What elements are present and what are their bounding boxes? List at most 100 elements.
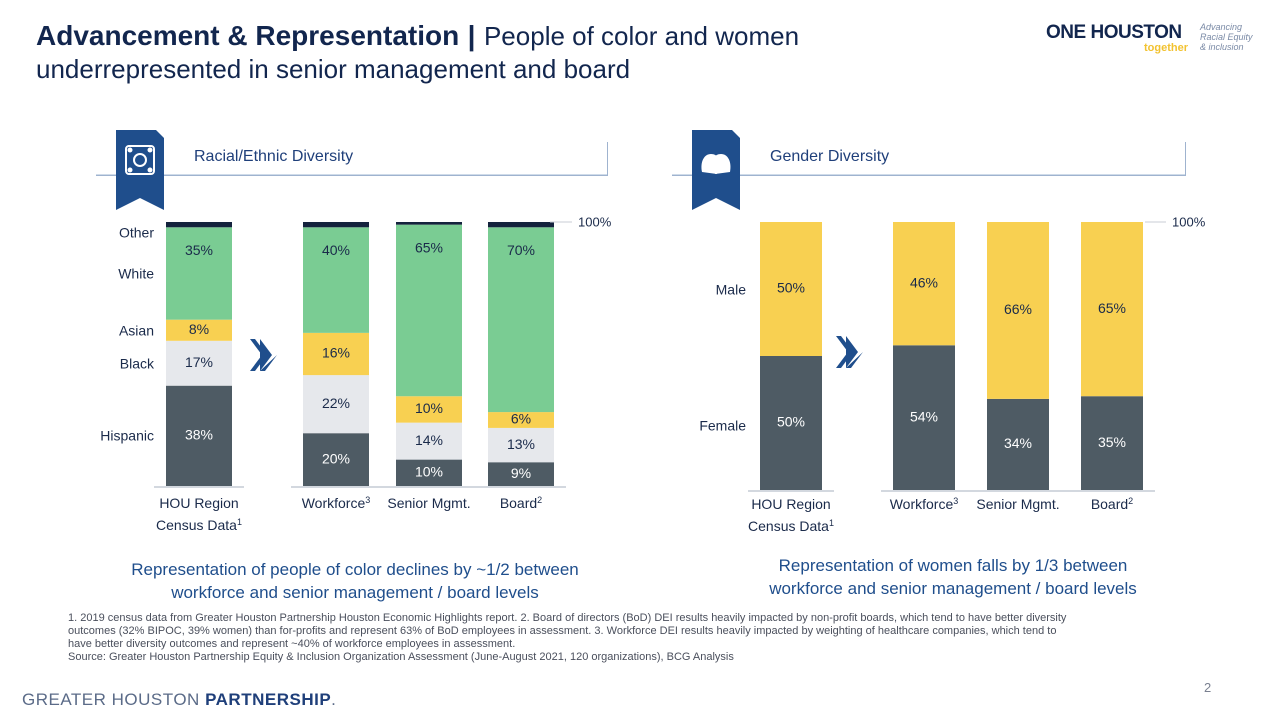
racial-legend-asian: Asian: [119, 323, 154, 339]
gender-bar-male-2: [987, 222, 1049, 399]
logo-tag-line1: Advancing: [1200, 22, 1243, 32]
logo-tag-line3: & inclusion: [1200, 42, 1244, 52]
racial-label-hispanic-0: 38%: [185, 427, 213, 443]
logo-one-text: ONE: [1046, 22, 1086, 43]
title-subtitle-line2: underrepresented in senior management an…: [36, 54, 631, 84]
gender-label-male-1: 46%: [910, 274, 938, 290]
gender-label-male-0: 50%: [777, 280, 805, 296]
gender-caption-line2: workforce and senior management / board …: [769, 579, 1137, 598]
footnote-line1: 1. 2019 census data from Greater Houston…: [68, 612, 1067, 624]
gender-chevron-arrow-icon-inner: [846, 336, 863, 368]
gender-label-male-2: 66%: [1004, 301, 1032, 317]
gender-caption: Representation of women falls by 1/3 bet…: [718, 554, 1188, 600]
racial-bar-hispanic-1: [303, 433, 369, 486]
racial-caption-line2: workforce and senior management / board …: [171, 583, 539, 602]
racial-panel-label: Racial/Ethnic Diversity: [194, 148, 354, 165]
racial-bar-asian-0: [166, 319, 232, 341]
racial-chevron-arrow-icon-inner: [260, 339, 277, 371]
brand-partnership: PARTNERSHIP: [205, 690, 332, 709]
title-subtitle-line1: People of color and women: [483, 21, 800, 51]
gender-panel-header-line: [672, 142, 1186, 176]
racial-bar-black-3: [488, 427, 554, 463]
racial-label-black-3: 13%: [507, 436, 535, 452]
racial-bar-white-1: [303, 227, 369, 333]
gender-panel-label: Gender Diversity: [770, 148, 890, 165]
racial-bar-other-0: [166, 222, 232, 228]
logo-together-text: together: [1144, 42, 1188, 54]
racial-bar-black-1: [303, 375, 369, 434]
gender-bar-male-3: [1081, 222, 1143, 397]
racial-legend-hispanic: Hispanic: [100, 428, 154, 444]
racial-bar-hispanic-3: [488, 462, 554, 486]
racial-label-asian-1: 16%: [322, 345, 350, 361]
racial-bar-asian-2: [396, 396, 462, 423]
diversity-people-icon: [116, 130, 164, 210]
brand-greater-houston: GREATER HOUSTON: [22, 690, 200, 709]
gender-bar-male-0: [760, 222, 822, 356]
racial-caption-line1: Representation of people of color declin…: [131, 560, 579, 579]
racial-bar-black-0: [166, 340, 232, 386]
racial-legend-black: Black: [120, 356, 155, 372]
racial-100-label: 100%: [578, 214, 612, 229]
racial-legend-white: White: [118, 266, 154, 282]
gender-label-female-2: 34%: [1004, 435, 1032, 451]
racial-label-asian-0: 8%: [189, 321, 209, 337]
racial-category-label-3: Board2: [500, 495, 542, 511]
gender-category-label-2: Senior Mgmt.: [976, 496, 1059, 512]
one-houston-logo: ONE HOUSTON together Advancing Racial Eq…: [1046, 22, 1256, 62]
title-separator: |: [467, 20, 476, 51]
racial-bar-black-2: [396, 422, 462, 460]
gender-category-label-3: Board2: [1091, 496, 1133, 512]
racial-category-label-2: Senior Mgmt.: [387, 495, 470, 511]
racial-category-label-0: HOU Region: [159, 495, 238, 511]
racial-panel-header: Racial/Ethnic Diversity: [96, 142, 608, 176]
racial-bar-asian-1: [303, 332, 369, 376]
title-main: Advancement & Representation: [36, 20, 460, 51]
racial-label-white-1: 40%: [322, 242, 350, 258]
racial-label-white-3: 70%: [507, 242, 535, 258]
racial-label-black-0: 17%: [185, 354, 213, 370]
gender-bar-female-2: [987, 398, 1049, 490]
racial-label-white-2: 65%: [415, 239, 443, 255]
racial-bar-asian-3: [488, 412, 554, 428]
gender-panel-header: Gender Diversity: [672, 142, 1186, 176]
gender-category-label-1: Workforce3: [890, 496, 959, 512]
gender-label-male-3: 65%: [1098, 300, 1126, 316]
logo-tagline: Advancing Racial Equity & inclusion: [1200, 22, 1253, 52]
page-title: Advancement & Representation | People of…: [36, 20, 936, 85]
gender-bar-female-1: [893, 345, 955, 490]
racial-bar-white-0: [166, 227, 232, 320]
racial-category-label-0-line2: Census Data1: [156, 517, 242, 533]
racial-bar-other-2: [396, 222, 462, 225]
logo-wordmark: ONE HOUSTON: [1046, 22, 1182, 44]
logo-tag-line2: Racial Equity: [1200, 32, 1253, 42]
greater-houston-partnership-logo: GREATER HOUSTON PARTNERSHIP.: [22, 690, 336, 710]
racial-label-white-0: 35%: [185, 242, 213, 258]
racial-panel-header-line: [96, 142, 608, 176]
gender-legend-female: Female: [699, 418, 746, 434]
gender-label-female-3: 35%: [1098, 434, 1126, 450]
racial-label-hispanic-2: 10%: [415, 464, 443, 480]
racial-label-black-2: 14%: [415, 432, 443, 448]
racial-bar-white-3: [488, 227, 554, 413]
gender-label-female-0: 50%: [777, 414, 805, 430]
gender-bar-male-1: [893, 222, 955, 346]
racial-label-hispanic-3: 9%: [511, 465, 531, 481]
racial-label-asian-3: 6%: [511, 411, 531, 427]
page-number: 2: [1204, 680, 1212, 695]
racial-bar-white-2: [396, 224, 462, 397]
gender-category-label-0: HOU Region: [751, 496, 830, 512]
gender-category-label-0-line2: Census Data1: [748, 518, 834, 534]
racial-bar-other-1: [303, 222, 369, 228]
racial-label-black-1: 22%: [322, 395, 350, 411]
gender-caption-line1: Representation of women falls by 1/3 bet…: [778, 556, 1128, 575]
gender-legend-male: Male: [716, 282, 747, 298]
racial-label-hispanic-1: 20%: [322, 450, 350, 466]
gender-bar-female-0: [760, 356, 822, 490]
racial-legend-other: Other: [119, 225, 154, 241]
racial-caption: Representation of people of color declin…: [90, 558, 620, 604]
logo-houston-text: HOUSTON: [1090, 22, 1182, 43]
gender-heads-icon: [692, 130, 740, 210]
gender-100-label: 100%: [1172, 214, 1206, 229]
